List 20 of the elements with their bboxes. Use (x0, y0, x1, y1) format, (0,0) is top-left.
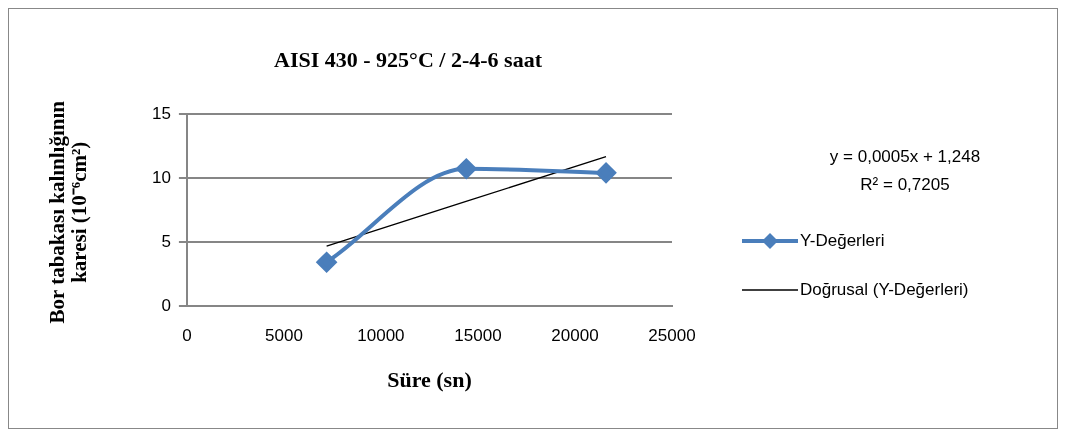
y-tick-label: 0 (161, 295, 171, 315)
y-tick-label: 15 (151, 104, 171, 124)
point (316, 252, 337, 273)
x-tick-label: 10000 (357, 326, 405, 346)
x-tick-label: 25000 (648, 326, 696, 346)
x-tick-label: 15000 (454, 326, 502, 346)
point (596, 162, 617, 183)
text: R² = 0,7205 (860, 174, 950, 194)
point (456, 158, 477, 179)
y-tick-label: 10 (151, 168, 171, 188)
text: y = 0,0005x + 1,248 (829, 146, 981, 166)
x-axis-title: Süre (sn) (387, 367, 472, 393)
legend-label: Doğrusal (Y-Değerleri) (800, 279, 969, 299)
x-tick-label: 5000 (265, 326, 303, 346)
x-tick-label: 0 (182, 326, 192, 346)
y-tick-label: 5 (161, 231, 171, 251)
x-tick-label: 20000 (551, 326, 599, 346)
y-axis-title: Bor tabakası kalınlığının karesi (10⁻⁶cm²) (45, 100, 92, 324)
legend-label: Y-Değerleri (800, 230, 885, 250)
chart-title: AISI 430 - 925°C / 2-4-6 saat (274, 46, 543, 72)
